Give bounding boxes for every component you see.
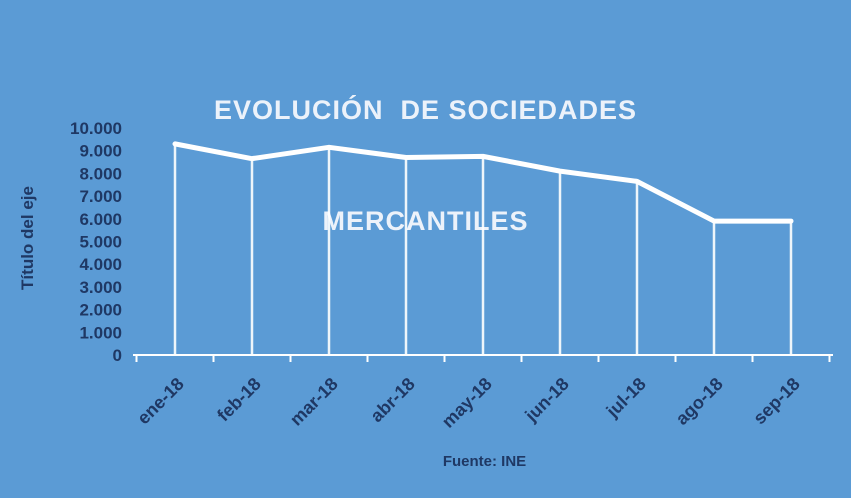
chart-title-line1: EVOLUCIÓN DE SOCIEDADES: [213, 95, 638, 125]
x-tick-label: feb-18: [213, 374, 265, 426]
x-tick-label: ene-18: [133, 374, 187, 428]
y-tick-label: 9.000: [79, 142, 122, 161]
x-tick-label: sep-18: [749, 374, 803, 428]
y-tick-label: 7.000: [79, 187, 122, 206]
chart-title: EVOLUCIÓN DE SOCIEDADES MERCANTILES: [0, 18, 851, 314]
y-tick-label: 3.000: [79, 278, 122, 297]
y-tick-label: 0: [113, 346, 122, 365]
source-label: Fuente: INE: [442, 453, 527, 470]
x-tick-label: may-18: [438, 374, 496, 432]
y-tick-label: 8.000: [79, 164, 122, 183]
x-tick-label: ago-18: [672, 374, 727, 429]
x-tick-label: jun-18: [520, 374, 572, 426]
y-tick-label: 1.000: [79, 323, 122, 342]
x-tick-label: abr-18: [366, 374, 418, 426]
x-tick-label: jul-18: [602, 374, 650, 422]
y-tick-label: 4.000: [79, 255, 122, 274]
y-tick-label: 10.000: [70, 119, 122, 138]
data-line: [172, 141, 794, 224]
y-tick-label: 6.000: [79, 210, 122, 229]
x-tick-label: mar-18: [286, 374, 342, 430]
y-tick-label: 5.000: [79, 233, 122, 252]
y-tick-label: 2.000: [79, 301, 122, 320]
chart-title-line2: MERCANTILES: [322, 206, 529, 236]
